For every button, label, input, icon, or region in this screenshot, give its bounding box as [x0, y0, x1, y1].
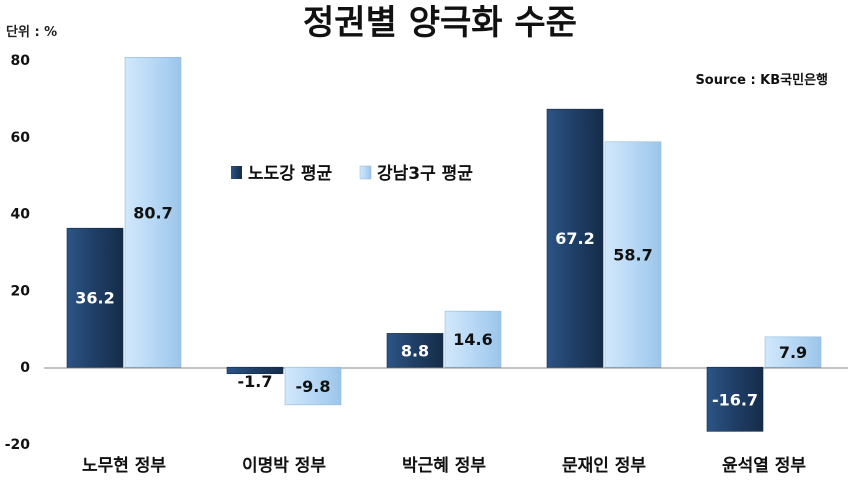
- y-tick-label: 0: [20, 360, 30, 376]
- data-label-series-1: -9.8: [296, 377, 331, 396]
- chart-title: 정권별 양극화 수준: [303, 3, 577, 43]
- data-label-series-0: 8.8: [401, 341, 429, 360]
- legend: 노도강 평균 강남3구 평균: [231, 164, 473, 184]
- category-label: 노무현 정부: [82, 456, 166, 476]
- bar-series-1: [604, 141, 662, 368]
- bar-series-1: [124, 57, 182, 368]
- bars: [66, 57, 822, 432]
- legend-label-series-0: 노도강 평균: [248, 164, 332, 184]
- y-tick-label: 20: [11, 283, 31, 299]
- data-label-series-0: 36.2: [75, 289, 114, 308]
- category-label: 이명박 정부: [242, 456, 326, 476]
- legend-swatch-series-0: [231, 166, 242, 179]
- y-axis-ticks: 80 60 40 20 0 -20: [5, 53, 31, 453]
- bar-series-1: [444, 310, 502, 368]
- source-label: Source : KB국민은행: [695, 72, 828, 88]
- y-tick-label: 60: [11, 130, 31, 146]
- data-labels: 36.2 80.7 -1.7 -9.8 8.8 14.6 67.2 58.7 -16.7 7.9: [75, 203, 807, 409]
- bar-series-0: [226, 366, 284, 375]
- data-label-series-0: -1.7: [238, 372, 273, 391]
- bar-series-1: [284, 366, 342, 406]
- category-labels: 노무현 정부 이명박 정부 박근혜 정부 문재인 정부 윤석열 정부: [82, 456, 806, 476]
- category-label: 박근혜 정부: [402, 456, 486, 476]
- data-label-series-1: 58.7: [613, 245, 652, 264]
- y-tick-label: 40: [11, 207, 31, 223]
- bar-series-1: [764, 336, 822, 368]
- legend-swatch-series-1: [359, 165, 372, 180]
- data-label-series-0: 67.2: [555, 229, 594, 248]
- data-label-series-0: -16.7: [712, 390, 758, 409]
- y-tick-label: 80: [11, 53, 31, 69]
- bar-series-0: [386, 333, 444, 368]
- category-label: 문재인 정부: [562, 456, 646, 476]
- bar-series-0: [706, 366, 764, 432]
- unit-label: 단위 : %: [6, 24, 57, 40]
- legend-label-series-1: 강남3구 평균: [377, 164, 473, 184]
- data-label-series-1: 14.6: [453, 330, 492, 349]
- bar-series-0: [546, 108, 604, 368]
- data-label-series-1: 7.9: [779, 343, 807, 362]
- bar-series-0: [66, 227, 124, 368]
- category-label: 윤석열 정부: [722, 456, 806, 476]
- y-tick-label: -20: [5, 437, 31, 453]
- data-label-series-1: 80.7: [133, 203, 172, 222]
